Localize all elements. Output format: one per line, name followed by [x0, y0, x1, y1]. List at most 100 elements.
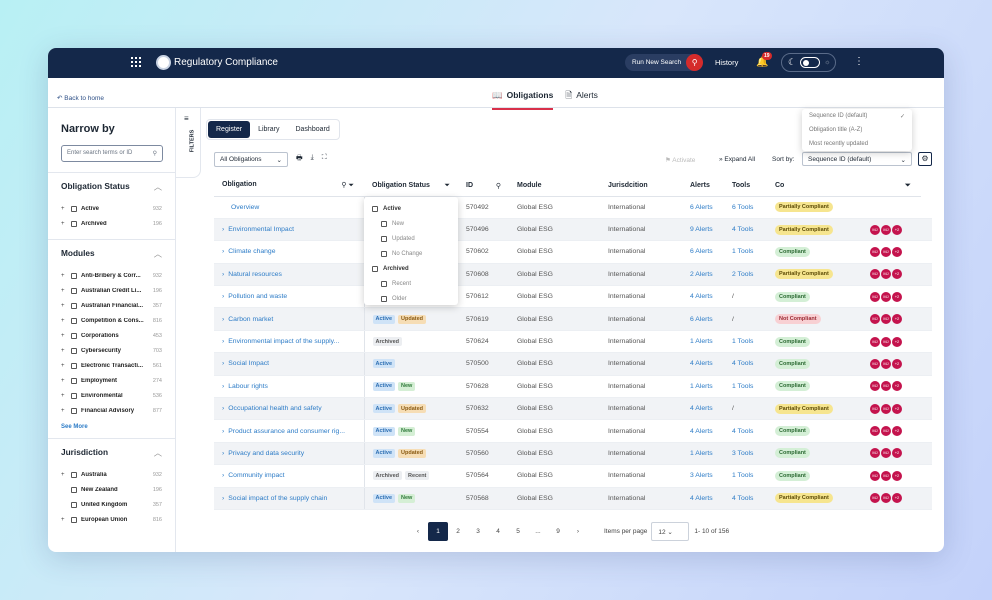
avatar[interactable]: MJ — [870, 403, 880, 414]
table-row[interactable]: › Social Impact Active 570500 Global ESG Inte… — [214, 352, 932, 376]
section-header[interactable]: Modules ︿ — [61, 248, 162, 260]
tools-link[interactable]: 4 Tools — [732, 360, 754, 368]
chevron-right-icon[interactable]: › — [222, 427, 225, 435]
obligation-title-link[interactable]: Product assurance and consumer rig... — [228, 427, 346, 435]
alerts-link[interactable]: 6 Alerts — [690, 315, 713, 323]
alerts-link[interactable]: 1 Alerts — [690, 449, 713, 457]
checkbox[interactable] — [71, 377, 77, 384]
tab-obligations[interactable]: 📖 Obligations — [492, 90, 554, 110]
checkbox[interactable] — [381, 235, 387, 242]
filter-item[interactable]: + Archived 196 — [61, 216, 162, 231]
section-header[interactable]: Obligation Status ︿ — [61, 181, 162, 193]
obligation-title-link[interactable]: Carbon market — [228, 315, 274, 323]
filter-item[interactable]: + Australian Financial... 357 — [61, 298, 162, 313]
obligation-cell[interactable]: › Natural resources — [214, 263, 364, 287]
checkbox[interactable] — [71, 486, 77, 493]
fullscreen-icon[interactable]: ⛶ — [321, 154, 327, 161]
obligation-title-link[interactable]: Climate change — [228, 248, 276, 256]
run-new-search-button[interactable]: Run New Search ⚲ — [625, 54, 704, 71]
chevron-right-icon[interactable]: › — [222, 382, 225, 390]
avatar[interactable]: MJ — [881, 493, 891, 504]
page-button[interactable]: 1 — [428, 522, 448, 541]
chevron-right-icon[interactable]: › — [222, 270, 225, 278]
checkbox[interactable] — [71, 362, 77, 369]
filter-item[interactable]: + Electronic Transacti... 561 — [61, 358, 162, 373]
theme-toggle[interactable]: ☾ ☼ — [781, 53, 836, 72]
chevron-up-icon[interactable]: ︿ — [153, 249, 162, 259]
alerts-link[interactable]: 4 Alerts — [690, 360, 713, 368]
obligation-cell[interactable]: › Pollution and waste — [214, 285, 364, 309]
avatar[interactable]: +2 — [892, 246, 902, 257]
avatar[interactable]: MJ — [870, 426, 880, 437]
alerts-link[interactable]: 4 Alerts — [690, 427, 713, 435]
table-row[interactable]: › Climate change 570602 Global ESG Internati… — [214, 240, 932, 264]
expand-plus-icon[interactable]: + — [61, 332, 65, 339]
avatar[interactable]: MJ — [881, 291, 891, 302]
avatar[interactable]: +2 — [892, 403, 902, 414]
alerts-link[interactable]: 6 Alerts — [690, 203, 713, 211]
avatar[interactable]: +2 — [892, 224, 902, 235]
checkbox[interactable] — [71, 272, 77, 279]
checkbox[interactable] — [71, 471, 77, 478]
checkbox[interactable] — [71, 516, 77, 523]
column-header[interactable]: Obligation Status ⏷ — [364, 176, 458, 197]
avatar[interactable]: MJ — [881, 224, 891, 235]
filter-item[interactable]: + European Union 816 — [61, 512, 162, 527]
alerts-link[interactable]: 4 Alerts — [690, 293, 713, 301]
table-row[interactable]: › Product assurance and consumer rig... Ac… — [214, 419, 932, 443]
filter-item[interactable]: + Competition & Cons... 816 — [61, 313, 162, 328]
app-logo[interactable]: Regulatory Compliance — [156, 55, 278, 70]
sidebar-search-input[interactable]: Enter search terms or ID ⚲ — [61, 145, 163, 162]
tab-alerts[interactable]: 🗎 Alerts — [565, 90, 598, 110]
avatar[interactable]: MJ — [881, 314, 891, 325]
more-menu-icon[interactable]: ⋮ — [854, 56, 864, 67]
avatar[interactable]: +2 — [892, 381, 902, 392]
chevron-up-icon[interactable]: ︿ — [153, 182, 162, 192]
avatar[interactable]: MJ — [881, 470, 891, 481]
obligation-cell[interactable]: › Occupational health and safety — [214, 397, 364, 421]
obligation-title-link[interactable]: Community impact — [228, 472, 285, 480]
chevron-right-icon[interactable]: › — [222, 315, 225, 323]
filter-item[interactable]: + Environmental 536 — [61, 388, 162, 403]
filter-item[interactable]: + Anti-Bribery & Corr... 932 — [61, 268, 162, 283]
filter-icon[interactable]: ⏷ — [444, 181, 450, 189]
status-filter-option[interactable]: Recent — [364, 276, 458, 291]
obligation-cell[interactable]: Overview — [214, 196, 364, 219]
avatar[interactable]: +2 — [892, 358, 902, 369]
obligation-cell[interactable]: › Privacy and data security — [214, 442, 364, 466]
expand-plus-icon[interactable]: + — [61, 220, 65, 227]
avatar[interactable]: MJ — [870, 493, 880, 504]
activate-button[interactable]: ⚑ Activate — [665, 157, 696, 164]
avatar[interactable]: MJ — [870, 246, 880, 257]
obligation-cell[interactable]: › Environmental Impact — [214, 218, 364, 242]
avatar[interactable]: MJ — [881, 358, 891, 369]
avatar[interactable]: MJ — [870, 269, 880, 280]
checkbox[interactable] — [71, 407, 77, 414]
checkbox[interactable] — [71, 287, 77, 294]
tab-dashboard[interactable]: Dashboard — [295, 126, 330, 133]
avatar[interactable]: MJ — [881, 269, 891, 280]
apps-grid-icon[interactable] — [131, 57, 142, 68]
status-filter-option[interactable]: New — [364, 216, 458, 231]
page-button[interactable]: 3 — [476, 528, 480, 535]
expand-plus-icon[interactable]: + — [61, 362, 65, 369]
status-filter-option[interactable]: Active — [364, 201, 458, 216]
filters-toggle[interactable]: FILTERS ≡ — [176, 108, 201, 178]
obligation-title-link[interactable]: Privacy and data security — [228, 449, 305, 457]
checkbox[interactable] — [372, 265, 378, 272]
table-row[interactable]: › Pollution and waste 570612 Global ESG Inte… — [214, 285, 932, 309]
prev-page-button[interactable]: ‹ — [416, 528, 420, 535]
alerts-link[interactable]: 4 Alerts — [690, 405, 713, 413]
column-header[interactable]: Co — [767, 176, 862, 197]
expand-plus-icon[interactable]: + — [61, 287, 65, 294]
back-to-home-link[interactable]: ↶ Back to home — [57, 95, 105, 102]
expand-plus-icon[interactable]: + — [61, 317, 65, 324]
chevron-right-icon[interactable]: › — [222, 449, 225, 457]
filter-item[interactable]: + Employment 274 — [61, 373, 162, 388]
page-button[interactable]: ... — [535, 528, 541, 535]
avatar[interactable]: MJ — [881, 403, 891, 414]
checkbox[interactable] — [71, 347, 77, 354]
tools-link[interactable]: 2 Tools — [732, 270, 754, 278]
table-row[interactable]: › Natural resources 570608 Global ESG Intern… — [214, 263, 932, 287]
tools-link[interactable]: 4 Tools — [732, 427, 754, 435]
